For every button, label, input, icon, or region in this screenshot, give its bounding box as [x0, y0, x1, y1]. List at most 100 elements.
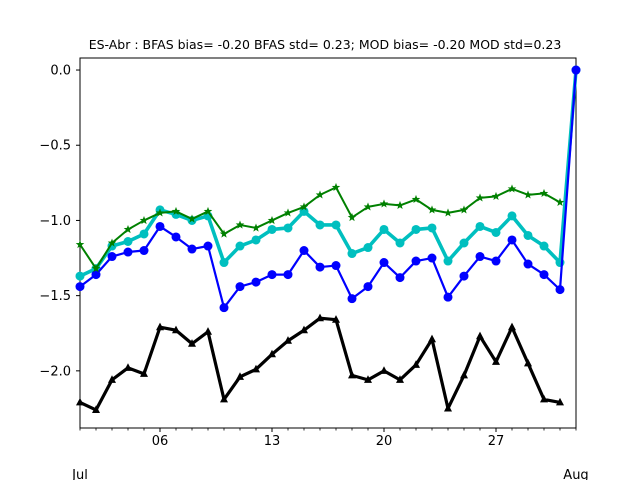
data-point [267, 224, 277, 234]
data-point [203, 241, 213, 251]
data-point [188, 339, 196, 347]
data-point [540, 394, 548, 403]
data-point [123, 236, 133, 246]
data-point [123, 247, 133, 257]
data-point [155, 208, 165, 217]
y-tick-label: 0.0 [50, 64, 71, 79]
data-point [267, 215, 277, 225]
data-point [92, 405, 100, 413]
data-point [395, 200, 405, 210]
data-point [315, 220, 325, 230]
data-point [443, 208, 453, 217]
data-point [379, 224, 389, 234]
data-point [219, 229, 229, 238]
data-point [524, 358, 532, 367]
data-point [476, 331, 484, 340]
data-point [251, 235, 261, 245]
y-tick-label: −2.0 [39, 364, 71, 379]
data-point [475, 252, 485, 262]
data-point [107, 238, 117, 247]
data-point [235, 241, 245, 251]
data-point [171, 206, 181, 216]
data-point [75, 271, 85, 281]
y-tick-label: −1.0 [39, 214, 71, 229]
data-point [412, 360, 420, 368]
data-point [555, 285, 565, 295]
series-layer [75, 65, 581, 413]
data-point [140, 369, 148, 377]
x-tick-label: 06 [152, 434, 169, 449]
data-point [284, 336, 292, 344]
data-point [444, 403, 452, 412]
data-point [491, 256, 501, 266]
data-point [459, 271, 469, 281]
data-point [507, 235, 517, 245]
series-3 [75, 182, 565, 273]
data-point [315, 262, 325, 272]
data-point [395, 273, 405, 283]
data-point [139, 246, 149, 256]
data-point [348, 370, 356, 379]
data-point [411, 194, 421, 204]
data-point [508, 322, 516, 331]
data-point [252, 364, 260, 373]
data-point [475, 221, 485, 231]
series-0 [76, 313, 564, 413]
data-point [204, 327, 212, 335]
data-point [379, 199, 389, 208]
x-tick-label: 20 [376, 434, 393, 449]
data-point [331, 261, 341, 271]
data-point [428, 334, 436, 343]
data-point [555, 197, 565, 207]
data-point [299, 202, 309, 211]
data-point [492, 357, 500, 365]
x-month-label: Jul [71, 468, 88, 480]
data-point [347, 249, 357, 259]
data-point [251, 277, 261, 287]
data-point [91, 264, 101, 273]
y-tick-label: −1.5 [39, 289, 71, 304]
data-point [491, 191, 501, 201]
data-point [316, 313, 324, 322]
data-point [460, 370, 468, 379]
data-point [523, 190, 533, 199]
data-point [251, 223, 261, 232]
data-point [363, 282, 373, 292]
data-point [187, 244, 197, 254]
data-point [571, 65, 581, 75]
data-point [156, 322, 164, 331]
data-point [299, 246, 309, 256]
data-point [363, 202, 373, 211]
series-line [78, 68, 578, 309]
data-point [283, 208, 293, 217]
data-point [539, 241, 549, 251]
data-point [75, 282, 85, 292]
data-point [411, 224, 421, 234]
data-point [427, 205, 437, 214]
data-point [459, 238, 469, 248]
data-point [155, 221, 165, 231]
data-point [283, 223, 293, 233]
data-point [364, 375, 372, 383]
data-point [76, 397, 84, 406]
series-line [78, 316, 562, 412]
data-point [187, 214, 197, 223]
data-point [123, 224, 133, 234]
data-point [363, 243, 373, 253]
data-point [475, 193, 485, 202]
data-point [124, 363, 132, 371]
data-point [220, 394, 228, 403]
data-point [203, 206, 213, 216]
data-point [219, 303, 229, 313]
data-point [539, 188, 549, 198]
x-month-label: Aug [563, 468, 588, 480]
data-point [459, 205, 469, 214]
data-point [219, 258, 229, 268]
data-point [236, 372, 244, 380]
data-point [107, 252, 117, 262]
data-point [283, 270, 293, 280]
chart-title: ES-Abr : BFAS bias= -0.20 BFAS std= 0.23… [89, 37, 562, 52]
data-point [396, 375, 404, 383]
data-point [556, 397, 564, 406]
data-point [347, 212, 357, 222]
